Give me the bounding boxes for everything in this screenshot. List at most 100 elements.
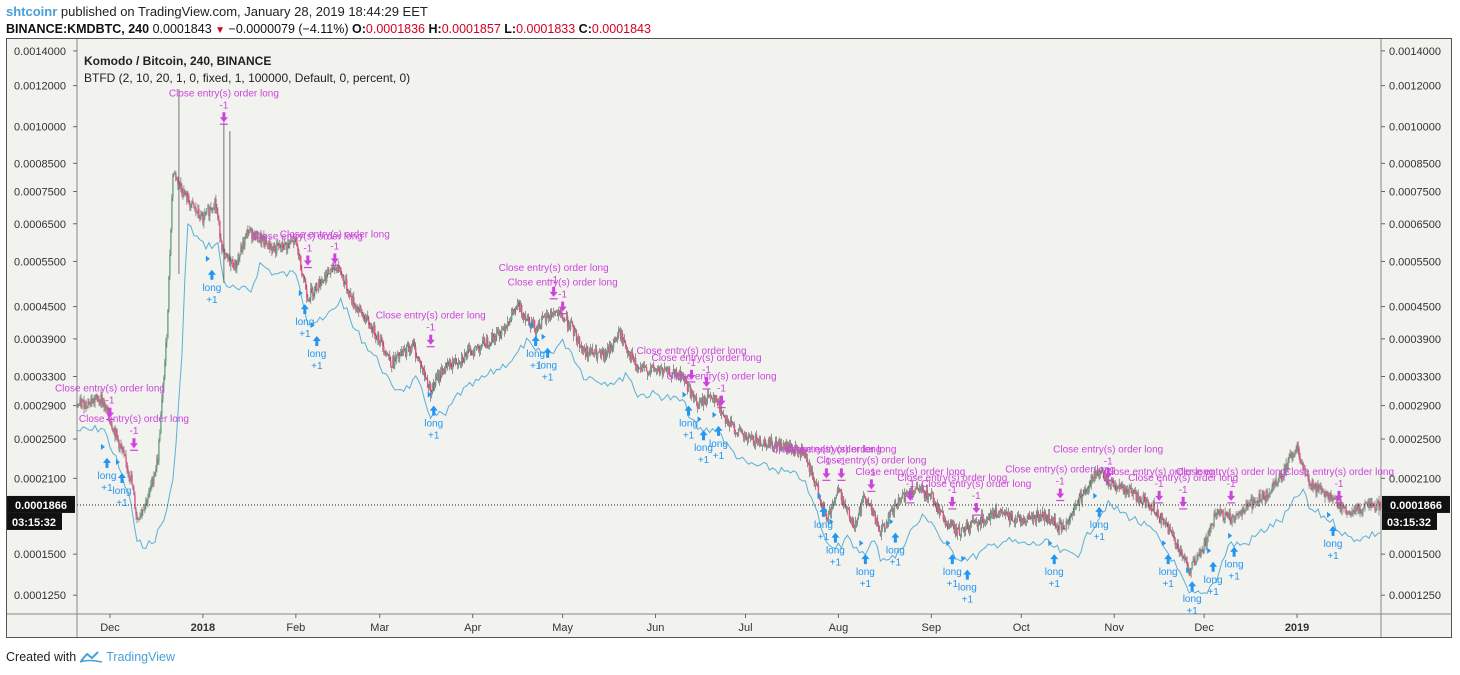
candle-body	[1170, 531, 1172, 533]
candle-body	[224, 253, 226, 255]
candle-body	[1230, 520, 1232, 523]
candle-body	[983, 522, 985, 524]
candle-body	[721, 413, 724, 414]
candle-body	[1150, 504, 1152, 511]
candle-body	[316, 283, 318, 290]
candle-body	[1088, 485, 1090, 489]
candle-body	[1282, 475, 1284, 478]
candle-body	[1174, 540, 1176, 545]
candle-body	[648, 372, 651, 373]
candle-body	[422, 366, 424, 372]
long-entry-qty: +1	[1207, 587, 1219, 598]
candle-body	[575, 332, 578, 342]
candle-body	[1168, 526, 1170, 534]
candle-body	[927, 494, 929, 499]
candle-body	[120, 444, 122, 447]
candle-body	[210, 207, 212, 211]
candle-body	[208, 207, 210, 217]
candle-body	[969, 526, 971, 532]
candle-body	[330, 272, 332, 274]
y-tick-label-left: 0.0006500	[14, 219, 66, 231]
candle-body	[1119, 483, 1121, 489]
candle-body	[1260, 499, 1262, 502]
long-entry-flag-icon	[1228, 532, 1233, 539]
close-exit-label: Close entry(s) order long	[1176, 467, 1286, 478]
tradingview-brand[interactable]: TradingView	[106, 650, 175, 664]
candle-body	[1184, 557, 1186, 559]
close-exit-label: Close entry(s) order long	[508, 278, 618, 289]
candle-body	[1293, 453, 1295, 458]
long-entry-qty: +1	[1228, 572, 1240, 583]
candle-body	[714, 395, 717, 403]
candle-body	[107, 407, 109, 416]
candle-body	[369, 325, 371, 329]
candle-body	[747, 435, 750, 439]
candle-body	[255, 231, 257, 239]
candle-body	[593, 353, 596, 355]
close-exit-arrow-icon	[687, 369, 696, 380]
candle-body	[1341, 504, 1343, 512]
chart-area[interactable]: 0.0014000 0.0014000 0.0012000 0.0012000 0.00…	[6, 38, 1452, 638]
candle-body	[339, 267, 341, 271]
long-entry-label: long	[526, 349, 545, 360]
candle-body	[497, 331, 499, 333]
candle-body	[367, 315, 369, 320]
candle-body	[978, 521, 980, 522]
candle-body	[1371, 501, 1373, 507]
candle-body	[1039, 514, 1041, 522]
candle-body	[935, 502, 937, 507]
x-tick-label: May	[552, 622, 573, 634]
candle-body	[168, 276, 170, 310]
candle-body	[1087, 488, 1089, 490]
candle-body	[1134, 489, 1136, 494]
author-name[interactable]: shtcoinr	[6, 4, 58, 19]
candle-body	[1210, 523, 1212, 529]
candle-body	[975, 522, 977, 523]
candle-body	[320, 284, 322, 287]
y-tick-label-right: 0.0001500	[1389, 549, 1441, 561]
candle-body	[1342, 504, 1344, 509]
candle-body	[1272, 481, 1274, 487]
candle-body	[359, 306, 361, 310]
candle-body	[76, 405, 78, 408]
candle-body	[83, 399, 85, 409]
candle-body	[1091, 475, 1093, 482]
candle-body	[1204, 538, 1206, 544]
candle-body	[672, 369, 675, 373]
current-price-label-left: 0.0001866	[15, 500, 67, 512]
candle-body	[778, 441, 781, 451]
candle-body	[902, 493, 905, 495]
candle-body	[885, 521, 888, 529]
candle-body	[667, 367, 670, 369]
indicator-label[interactable]: BTFD (2, 10, 20, 1, 0, fixed, 1, 100000,…	[84, 71, 411, 85]
candle-body	[150, 485, 152, 489]
candle-body	[739, 429, 742, 432]
candle-body	[305, 281, 307, 290]
candle-body	[242, 241, 244, 252]
candle-body	[398, 352, 400, 359]
candle-body	[1183, 556, 1185, 559]
candle-body	[114, 428, 116, 437]
candle-body	[1167, 523, 1169, 534]
candle-body	[345, 279, 347, 283]
candle-body	[466, 353, 468, 358]
candle-body	[666, 368, 669, 371]
candle-body	[1286, 463, 1288, 469]
candle-body	[518, 302, 520, 306]
candle-body	[279, 244, 281, 248]
candle-body	[284, 242, 286, 250]
candle-body	[665, 369, 668, 371]
candle-body	[341, 274, 343, 276]
candle-body	[1238, 512, 1240, 514]
candle-body	[856, 519, 859, 524]
candle-body	[1122, 485, 1124, 492]
candle-body	[376, 338, 378, 340]
candle-body	[733, 424, 736, 434]
close-exit-arrow-icon	[330, 253, 339, 264]
candle-body	[411, 347, 413, 352]
candle-body	[379, 341, 381, 344]
candle-body	[1368, 503, 1370, 508]
candle-body	[401, 351, 403, 352]
candle-body	[481, 345, 483, 348]
